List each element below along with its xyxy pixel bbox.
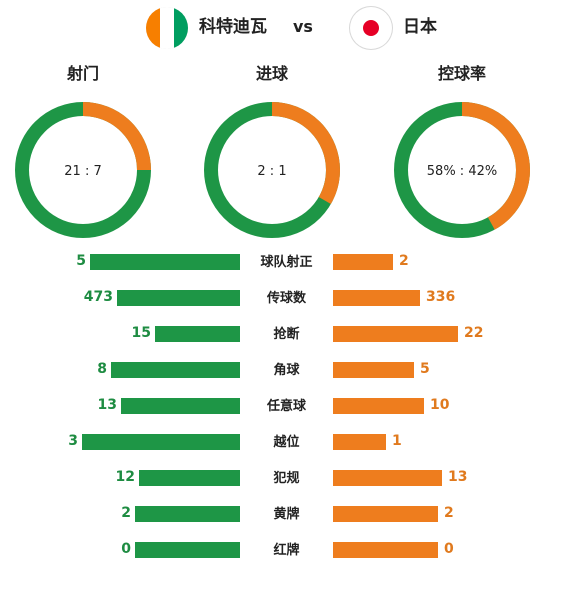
donut-title: 进球 xyxy=(255,64,288,83)
donut-chart: 21 : 7 xyxy=(15,102,151,238)
home-stat-bar xyxy=(117,290,240,306)
donut-value-label: 21 : 7 xyxy=(64,164,101,179)
home-stat-value: 12 xyxy=(115,469,135,485)
home-stat-value: 0 xyxy=(121,541,131,557)
home-stat-bar xyxy=(139,470,240,486)
stat-row: 5 球队射正 2 xyxy=(0,250,570,274)
home-stat-value: 13 xyxy=(97,397,117,413)
away-stat-value: 2 xyxy=(444,505,454,521)
home-stat-value: 8 xyxy=(97,361,107,377)
away-stat-value: 0 xyxy=(444,541,454,557)
away-stat-bar xyxy=(333,506,438,522)
japan-flag-icon xyxy=(350,7,392,49)
stat-row: 3 越位 1 xyxy=(0,430,570,454)
away-stat-bar xyxy=(333,542,438,558)
away-stat-bar xyxy=(333,398,424,414)
away-stat-bar xyxy=(333,434,386,450)
home-stat-bar xyxy=(111,362,240,378)
stat-row: 473 传球数 336 xyxy=(0,286,570,310)
away-stat-bar xyxy=(333,362,414,378)
away-stat-bar xyxy=(333,326,458,342)
vs-label: vs xyxy=(293,17,313,36)
home-stat-bar xyxy=(90,254,240,270)
possession-donut: 控球率 58% : 42% xyxy=(387,62,537,240)
stat-label: 红牌 xyxy=(273,543,300,558)
stat-row: 8 角球 5 xyxy=(0,358,570,382)
away-stat-value: 10 xyxy=(430,397,450,413)
donut-value-label: 58% : 42% xyxy=(427,164,497,179)
away-segment xyxy=(15,102,151,238)
home-stat-bar xyxy=(121,398,240,414)
stat-row: 2 黄牌 2 xyxy=(0,502,570,526)
stat-label: 任意球 xyxy=(266,399,306,414)
stat-row: 15 抢断 22 xyxy=(0,322,570,346)
ivory-coast-flag-icon xyxy=(146,7,188,49)
home-stat-bar xyxy=(82,434,240,450)
stat-label: 犯规 xyxy=(273,471,300,486)
donut-value-label: 2 : 1 xyxy=(257,164,286,179)
away-stat-value: 2 xyxy=(399,253,409,269)
stat-label: 黄牌 xyxy=(273,507,300,522)
donut-chart: 2 : 1 xyxy=(204,102,340,238)
home-stat-bar xyxy=(155,326,240,342)
away-stat-bar xyxy=(333,290,420,306)
goals-donut: 进球 2 : 1 xyxy=(197,62,347,240)
donut-title: 射门 xyxy=(66,64,99,83)
away-team-name: 日本 xyxy=(403,17,437,37)
away-segment xyxy=(394,102,530,238)
away-stat-value: 13 xyxy=(448,469,468,485)
home-stat-value: 5 xyxy=(76,253,86,269)
away-stat-bar xyxy=(333,470,442,486)
home-stat-bar xyxy=(135,506,240,522)
away-stat-bar xyxy=(333,254,393,270)
home-stat-value: 473 xyxy=(83,289,113,305)
away-stat-value: 22 xyxy=(464,325,484,341)
stat-label: 球队射正 xyxy=(260,255,313,270)
match-header: 科特迪瓦 vs 日本 xyxy=(0,0,570,56)
away-stat-value: 336 xyxy=(426,289,456,305)
home-stat-value: 3 xyxy=(68,433,78,449)
stat-label: 角球 xyxy=(273,363,300,378)
home-stat-value: 2 xyxy=(121,505,131,521)
shots-donut: 射门 21 : 7 xyxy=(8,62,158,240)
donut-title: 控球率 xyxy=(437,64,486,83)
stat-row: 12 犯规 13 xyxy=(0,466,570,490)
stat-label: 传球数 xyxy=(266,291,306,306)
donut-chart: 58% : 42% xyxy=(394,102,530,238)
stat-row: 13 任意球 10 xyxy=(0,394,570,418)
home-stat-bar xyxy=(135,542,240,558)
stat-label: 抢断 xyxy=(273,327,300,342)
stat-label: 越位 xyxy=(273,435,300,450)
away-segment xyxy=(204,102,340,238)
home-team-name: 科特迪瓦 xyxy=(199,17,267,37)
away-stat-value: 1 xyxy=(392,433,402,449)
home-stat-value: 15 xyxy=(131,325,151,341)
stat-row: 0 红牌 0 xyxy=(0,538,570,562)
away-stat-value: 5 xyxy=(420,361,430,377)
